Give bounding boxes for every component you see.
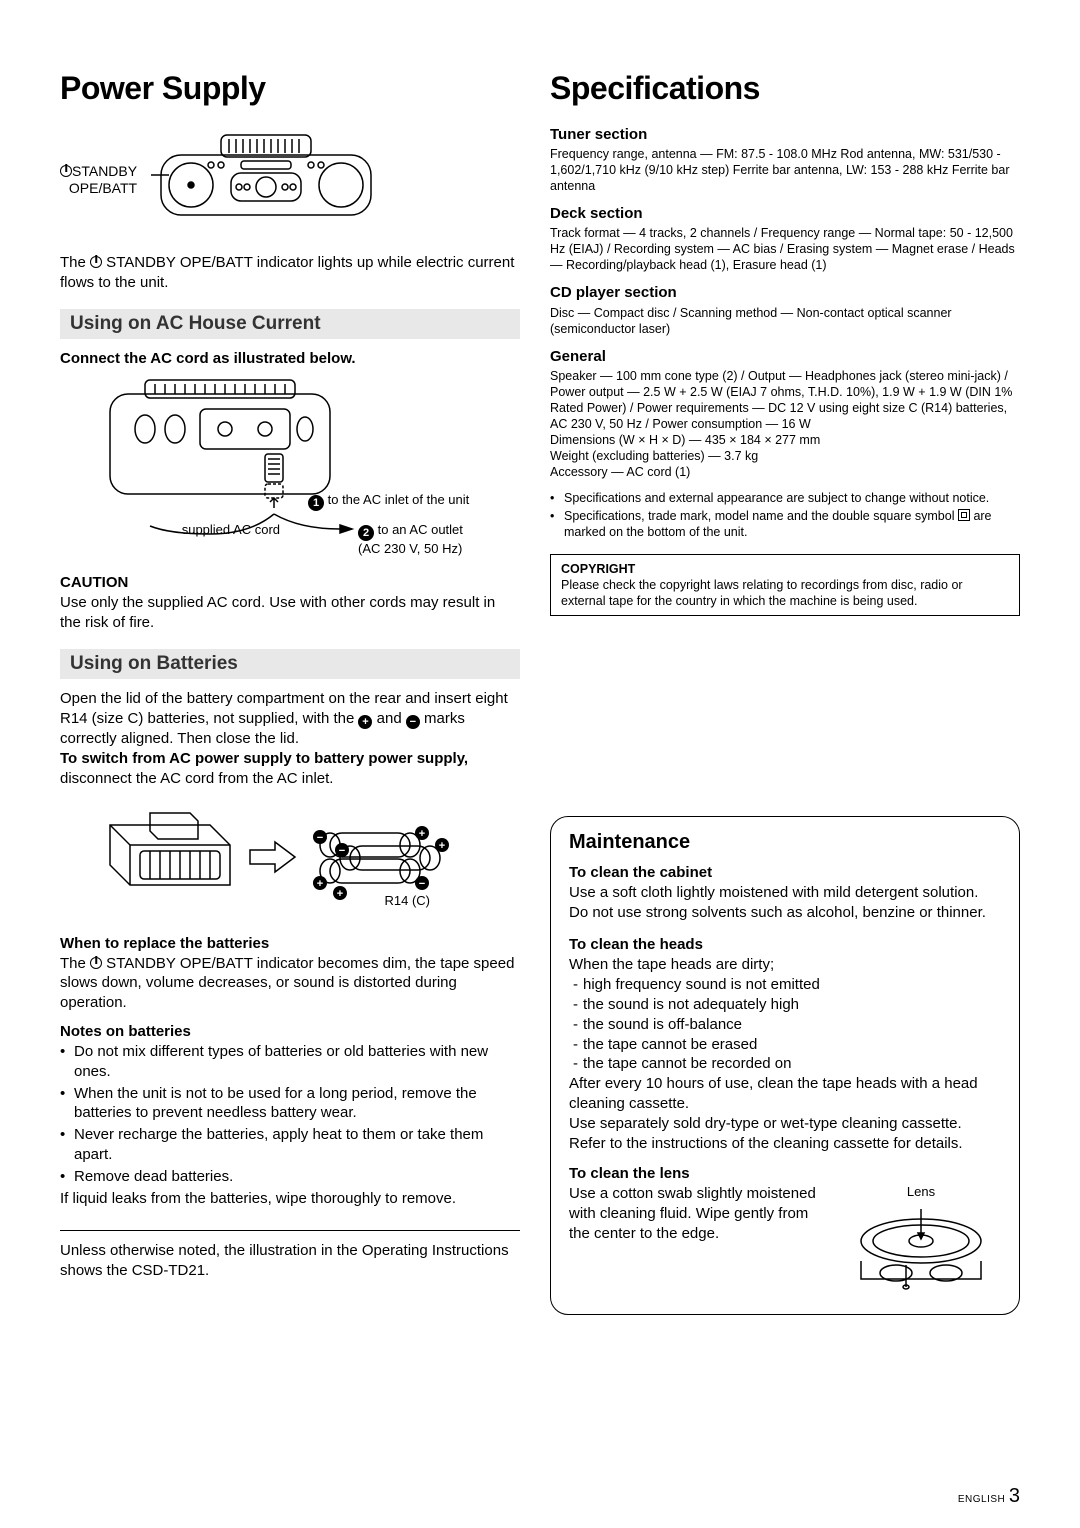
maintenance-title: Maintenance [569, 831, 1001, 854]
boombox-illustration-row: STANDBY OPE/BATT [60, 125, 520, 235]
general-dim: Dimensions (W × H × D) — 435 × 184 × 277… [550, 432, 1020, 448]
caution-text: Use only the supplied AC cord. Use with … [60, 593, 520, 633]
list-item: the sound is not adequately high [569, 995, 1001, 1015]
copyright-box: COPYRIGHT Please check the copyright law… [550, 554, 1020, 616]
power-icon [90, 957, 102, 969]
power-icon [60, 165, 72, 177]
cabinet-heading: To clean the cabinet [569, 864, 1001, 881]
notes-heading: Notes on batteries [60, 1023, 520, 1040]
lens-label: Lens [841, 1184, 1001, 1199]
heads-intro: When the tape heads are dirty; [569, 955, 1001, 975]
heads-p3: Use separately sold dry-type or wet-type… [569, 1114, 1001, 1134]
list-item: the tape cannot be recorded on [569, 1054, 1001, 1074]
plus-icon: + [358, 715, 372, 729]
batteries-heading: Using on Batteries [60, 649, 520, 679]
svg-text:+: + [317, 878, 323, 890]
when-replace-heading: When to replace the batteries [60, 935, 520, 952]
general-heading: General [550, 347, 1020, 366]
heads-heading: To clean the heads [569, 936, 1001, 953]
svg-text:−: − [317, 832, 323, 844]
svg-text:+: + [439, 840, 445, 852]
tuner-heading: Tuner section [550, 125, 1020, 144]
page-number: ENGLISH 3 [958, 1485, 1020, 1508]
left-column: Power Supply STANDBY OPE/BATT [60, 70, 520, 1315]
footnote: Unless otherwise noted, the illustration… [60, 1241, 520, 1281]
battery-illustration: − + − + + − + R14 (C) [90, 795, 490, 925]
lens-heading: To clean the lens [569, 1165, 1001, 1182]
boombox-svg [151, 125, 381, 235]
deck-heading: Deck section [550, 204, 1020, 223]
power-supply-title: Power Supply [60, 70, 520, 107]
list-item: Remove dead batteries. [60, 1167, 520, 1187]
notes-list: Do not mix different types of batteries … [60, 1042, 520, 1187]
list-item: Never recharge the batteries, apply heat… [60, 1125, 520, 1165]
general-acc: Accessory — AC cord (1) [550, 464, 1020, 480]
standby-intro: The STANDBY OPE/BATT indicator lights up… [60, 253, 520, 293]
svg-text:−: − [339, 845, 345, 857]
heads-list: high frequency sound is not emitted the … [569, 975, 1001, 1074]
r14-label: R14 (C) [384, 893, 430, 908]
list-item: When the unit is not to be used for a lo… [60, 1084, 520, 1124]
svg-text:−: − [419, 878, 425, 890]
clean-lens-row: Lens [569, 1184, 1001, 1296]
standby-label: STANDBY OPE/BATT [60, 163, 137, 197]
lens-illustration: Lens [841, 1184, 1001, 1296]
ac-illustration: 1 to the AC inlet of the unit supplied A… [90, 374, 490, 564]
cd-text: Disc — Compact disc / Scanning method — … [550, 305, 1020, 337]
list-item: the sound is off-balance [569, 1015, 1001, 1035]
maintenance-box: Maintenance To clean the cabinet Use a s… [550, 816, 1020, 1316]
divider [60, 1230, 520, 1231]
list-item: the tape cannot be erased [569, 1035, 1001, 1055]
list-item: high frequency sound is not emitted [569, 975, 1001, 995]
heads-p4: Refer to the instructions of the cleanin… [569, 1134, 1001, 1154]
when-replace-text: The STANDBY OPE/BATT indicator becomes d… [60, 954, 520, 1013]
caution-heading: CAUTION [60, 574, 520, 591]
minus-icon: − [406, 715, 420, 729]
tuner-text: Frequency range, antenna — FM: 87.5 - 10… [550, 146, 1020, 194]
list-item: Specifications and external appearance a… [550, 490, 1020, 506]
general-weight: Weight (excluding batteries) — 3.7 kg [550, 448, 1020, 464]
specifications-title: Specifications [550, 70, 1020, 107]
batteries-switch: To switch from AC power supply to batter… [60, 749, 520, 789]
list-item: Do not mix different types of batteries … [60, 1042, 520, 1082]
power-icon [90, 256, 102, 268]
list-item: Specifications, trade mark, model name a… [550, 508, 1020, 540]
cd-heading: CD player section [550, 283, 1020, 302]
battery-svg: − + − + + − + [90, 795, 490, 915]
heads-p2: After every 10 hours of use, clean the t… [569, 1074, 1001, 1114]
numeral-2-icon: 2 [358, 525, 374, 541]
numeral-1-icon: 1 [308, 495, 324, 511]
liquid-leak-text: If liquid leaks from the batteries, wipe… [60, 1189, 520, 1209]
right-column: Specifications Tuner section Frequency r… [550, 70, 1020, 1315]
double-square-icon [958, 509, 970, 521]
cabinet-text: Use a soft cloth lightly moistened with … [569, 883, 1001, 923]
deck-text: Track format — 4 tracks, 2 channels / Fr… [550, 225, 1020, 273]
supplied-cord-label: supplied AC cord [130, 522, 280, 537]
ac-connect: Connect the AC cord as illustrated below… [60, 349, 520, 369]
svg-text:+: + [337, 888, 343, 900]
svg-text:+: + [419, 828, 425, 840]
copyright-text: Please check the copyright laws relating… [561, 577, 1009, 609]
specs-body: Tuner section Frequency range, antenna —… [550, 125, 1020, 616]
ac-heading: Using on AC House Current [60, 309, 520, 339]
lens-svg [846, 1201, 996, 1291]
general-text: Speaker — 100 mm cone type (2) / Output … [550, 368, 1020, 432]
copyright-heading: COPYRIGHT [561, 561, 1009, 577]
spec-notes-list: Specifications and external appearance a… [550, 490, 1020, 540]
batteries-intro: Open the lid of the battery compartment … [60, 689, 520, 749]
